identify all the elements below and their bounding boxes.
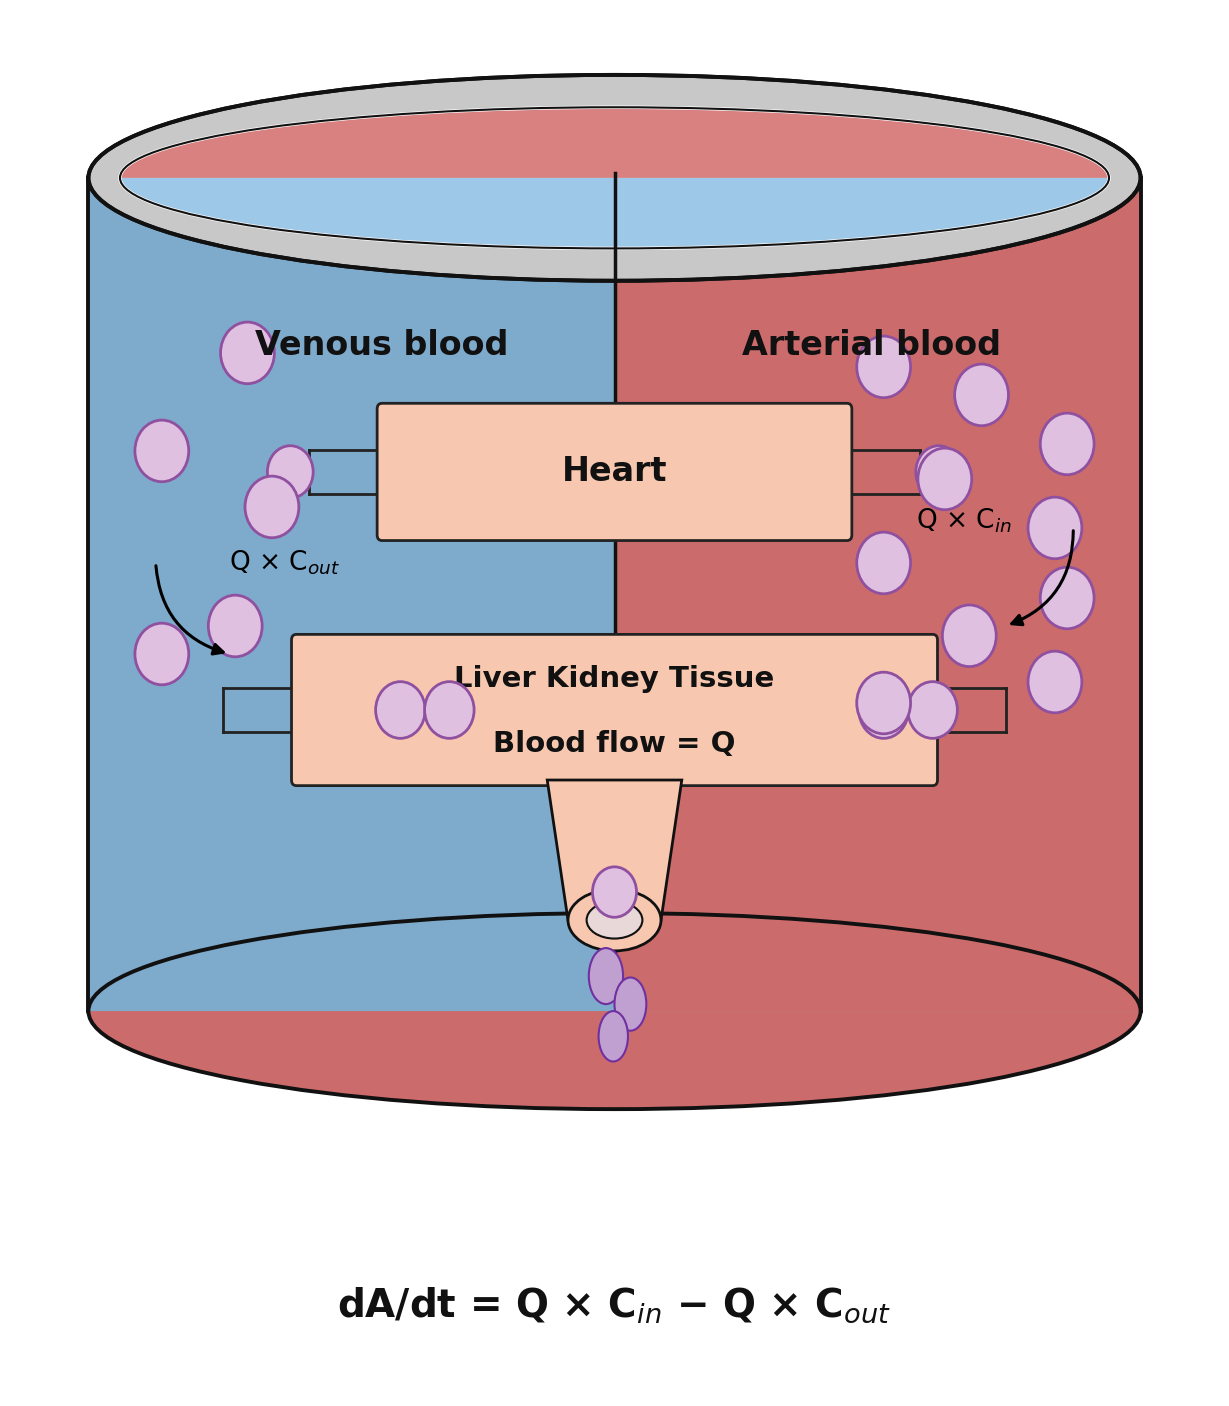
Circle shape	[1040, 567, 1094, 628]
Ellipse shape	[614, 977, 646, 1031]
Circle shape	[1027, 498, 1082, 558]
Circle shape	[135, 623, 189, 685]
Text: Blood flow = Q: Blood flow = Q	[493, 730, 736, 758]
Text: Arterial blood: Arterial blood	[742, 329, 1000, 363]
Polygon shape	[88, 1011, 1141, 1109]
Circle shape	[908, 682, 957, 738]
Circle shape	[268, 446, 313, 498]
Circle shape	[1040, 413, 1094, 475]
FancyBboxPatch shape	[291, 634, 938, 786]
Circle shape	[209, 595, 262, 657]
Text: dA/dt = Q × C$_{in}$ − Q × C$_{out}$: dA/dt = Q × C$_{in}$ − Q × C$_{out}$	[338, 1285, 891, 1324]
Circle shape	[943, 605, 997, 666]
FancyBboxPatch shape	[377, 404, 852, 540]
Polygon shape	[88, 177, 614, 1011]
Text: Q × C$_{in}$: Q × C$_{in}$	[916, 506, 1013, 534]
Circle shape	[859, 682, 908, 738]
Circle shape	[857, 336, 911, 398]
Circle shape	[424, 682, 474, 738]
Ellipse shape	[589, 948, 623, 1004]
Circle shape	[135, 420, 189, 482]
Circle shape	[918, 449, 972, 510]
Text: Venous blood: Venous blood	[256, 329, 509, 363]
Polygon shape	[88, 1011, 1141, 1109]
Text: Liver Kidney Tissue: Liver Kidney Tissue	[455, 665, 774, 693]
Circle shape	[857, 672, 911, 734]
Circle shape	[245, 477, 299, 537]
Ellipse shape	[599, 1011, 628, 1062]
Circle shape	[857, 531, 911, 593]
Circle shape	[1027, 651, 1082, 713]
Polygon shape	[614, 177, 1141, 1011]
Text: Q × C$_{out}$: Q × C$_{out}$	[229, 548, 340, 576]
Ellipse shape	[88, 75, 1141, 281]
Circle shape	[592, 868, 637, 917]
Ellipse shape	[568, 889, 661, 950]
Circle shape	[955, 364, 1009, 426]
Ellipse shape	[586, 901, 643, 939]
Polygon shape	[547, 780, 682, 920]
Polygon shape	[120, 107, 1109, 177]
Polygon shape	[120, 177, 1109, 249]
Text: Heart: Heart	[562, 456, 667, 488]
Circle shape	[376, 682, 425, 738]
Circle shape	[220, 322, 274, 384]
Circle shape	[916, 446, 961, 498]
